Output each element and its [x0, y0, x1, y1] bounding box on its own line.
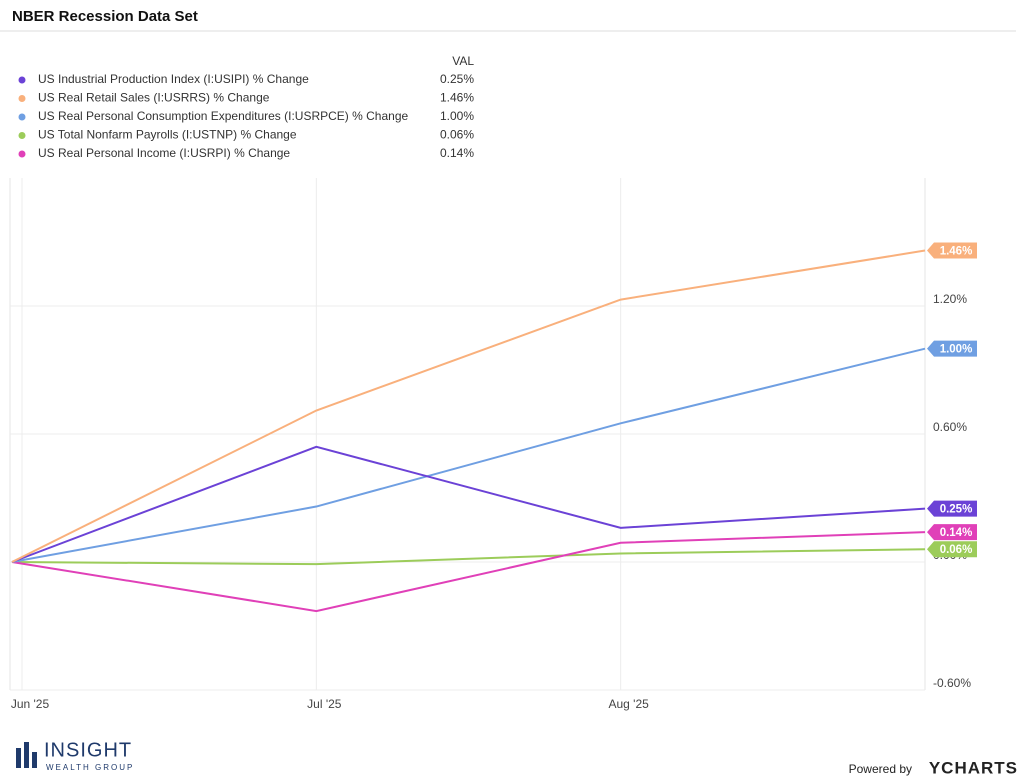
legend-label: US Real Retail Sales (I:USRRS) % Change [38, 91, 270, 105]
logo-icon [32, 752, 37, 768]
data-label: 1.46% [940, 246, 973, 258]
logo: INSIGHT WEALTH GROUP [16, 739, 134, 772]
legend-marker [18, 150, 26, 158]
logo-icon [16, 748, 21, 768]
data-label: 0.14% [940, 527, 973, 539]
y-tick-label: 1.20% [933, 292, 967, 306]
legend-value: 1.00% [440, 109, 474, 123]
y-tick-label: -0.60% [933, 676, 971, 690]
legend-label: US Industrial Production Index (I:USIPI)… [38, 72, 309, 86]
data-label: 0.06% [940, 544, 973, 556]
x-tick-label: Aug '25 [609, 697, 650, 711]
legend-label: US Real Personal Consumption Expenditure… [38, 109, 408, 123]
value-tag [927, 500, 977, 517]
legend-marker [18, 132, 26, 139]
legend-value: 0.14% [440, 146, 474, 160]
legend-marker [18, 95, 26, 102]
powered-by: Powered by [849, 762, 912, 776]
series-line [11, 445, 926, 563]
legend-value: 0.06% [440, 128, 474, 142]
legend-value: 0.25% [440, 72, 474, 86]
legend-value: 1.46% [440, 91, 474, 105]
logo-icon [24, 742, 29, 768]
data-label: 1.00% [940, 344, 973, 356]
chart-title: NBER Recession Data Set [12, 8, 198, 25]
logo-subtext: WEALTH GROUP [46, 763, 134, 772]
logo-text: INSIGHT [44, 739, 132, 761]
legend-marker [18, 113, 26, 121]
value-tag [927, 242, 977, 259]
value-tag [927, 340, 977, 357]
x-tick-label: Jul '25 [307, 697, 342, 711]
series-line [11, 531, 926, 613]
value-tag [927, 541, 977, 558]
data-label: 0.25% [940, 504, 973, 516]
legend-header: VAL [452, 54, 474, 68]
value-tag [927, 524, 977, 541]
brand: YCHARTS [929, 758, 1018, 777]
y-tick-label: 0.60% [933, 420, 967, 434]
series-line [11, 548, 926, 566]
legend-label: US Total Nonfarm Payrolls (I:USTNP) % Ch… [38, 128, 297, 142]
x-tick-label: Jun '25 [11, 697, 50, 711]
legend-marker [18, 76, 26, 84]
series-line [11, 249, 926, 563]
series-line [11, 347, 926, 563]
legend-label: US Real Personal Income (I:USRPI) % Chan… [38, 146, 290, 160]
